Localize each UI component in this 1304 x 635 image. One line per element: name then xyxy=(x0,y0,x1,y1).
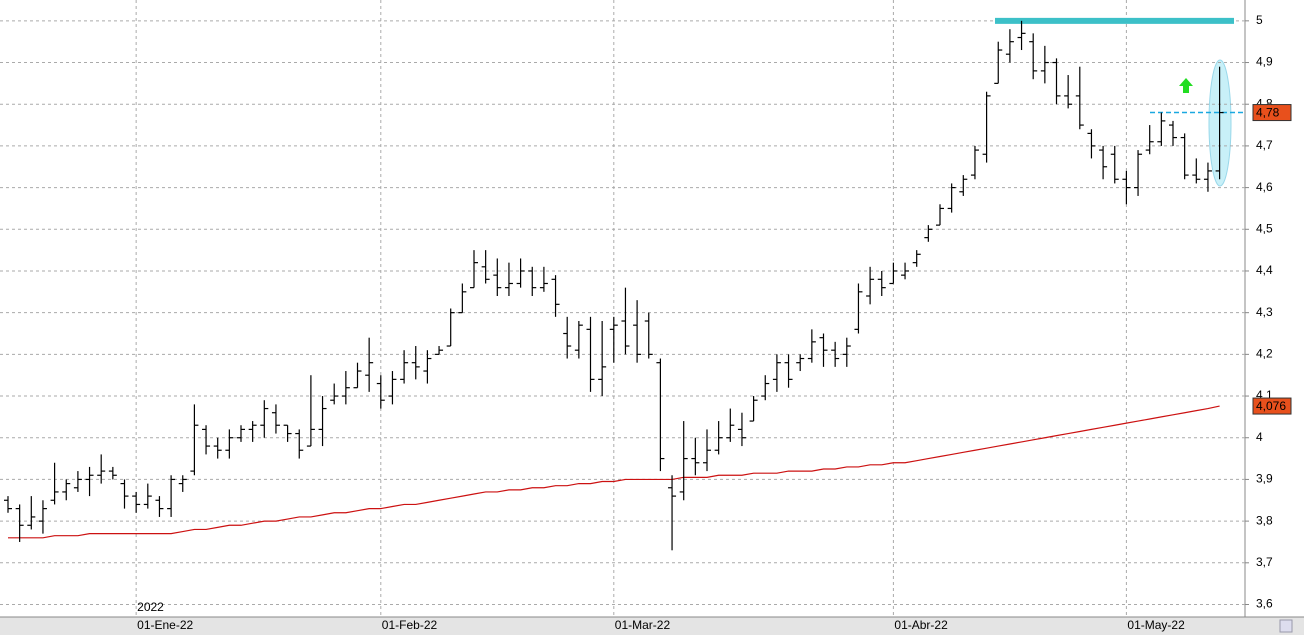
y-tick-label: 4,3 xyxy=(1256,305,1273,319)
corner-icon xyxy=(1279,619,1293,633)
x-tick-label: 01-Abr-22 xyxy=(894,618,948,632)
x-tick-label: 01-May-22 xyxy=(1127,618,1185,632)
y-tick-label: 4,6 xyxy=(1256,180,1273,194)
y-tick-label: 3,9 xyxy=(1256,472,1273,486)
y-tick-label: 3,6 xyxy=(1256,597,1273,611)
y-tick-label: 5 xyxy=(1256,13,1263,27)
y-tick-label: 3,8 xyxy=(1256,513,1273,527)
y-tick-label: 3,7 xyxy=(1256,555,1273,569)
y-tick-label: 4,5 xyxy=(1256,221,1273,235)
x-tick-label: 01-Ene-22 xyxy=(137,618,193,632)
price-label: 4,076 xyxy=(1256,399,1286,413)
y-tick-label: 4,7 xyxy=(1256,138,1273,152)
y-tick-label: 4,9 xyxy=(1256,55,1273,69)
moving-average xyxy=(8,405,1220,539)
y-tick-label: 4,2 xyxy=(1256,347,1273,361)
x-tick-label: 01-Mar-22 xyxy=(615,618,671,632)
price-label: 4,78 xyxy=(1256,106,1280,120)
up-arrow xyxy=(1179,78,1193,93)
y-tick-label: 4 xyxy=(1256,430,1263,444)
price-label-box xyxy=(1252,104,1292,122)
price-label-box xyxy=(1252,397,1292,415)
x-axis-band xyxy=(0,617,1304,635)
year-label: 2022 xyxy=(137,600,164,614)
x-tick-label: 01-Feb-22 xyxy=(382,618,438,632)
y-tick-label: 4,4 xyxy=(1256,263,1273,277)
